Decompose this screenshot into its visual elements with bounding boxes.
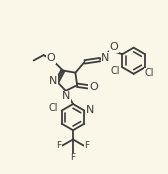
Text: F: F [70, 153, 76, 163]
Text: F: F [57, 141, 62, 150]
Text: F: F [57, 141, 62, 150]
Text: Cl: Cl [48, 102, 58, 113]
Text: Cl: Cl [111, 66, 120, 76]
Text: N: N [86, 105, 94, 115]
Text: N: N [49, 76, 57, 86]
Text: N: N [49, 76, 57, 86]
Text: F: F [70, 153, 76, 163]
Text: Cl: Cl [48, 102, 58, 113]
Text: O: O [89, 82, 98, 92]
Text: O: O [46, 53, 55, 63]
Text: N: N [101, 53, 110, 63]
Text: O: O [110, 42, 118, 52]
Text: Cl: Cl [144, 68, 154, 78]
Text: N: N [62, 91, 71, 101]
Text: O: O [46, 53, 55, 63]
Text: Cl: Cl [144, 68, 154, 78]
Text: O: O [89, 82, 98, 92]
Text: O: O [110, 42, 118, 52]
Text: N: N [62, 91, 71, 101]
Text: N: N [86, 105, 94, 115]
Text: F: F [84, 141, 89, 150]
Text: F: F [84, 141, 89, 150]
Text: N: N [101, 53, 110, 63]
Text: Cl: Cl [111, 66, 120, 76]
